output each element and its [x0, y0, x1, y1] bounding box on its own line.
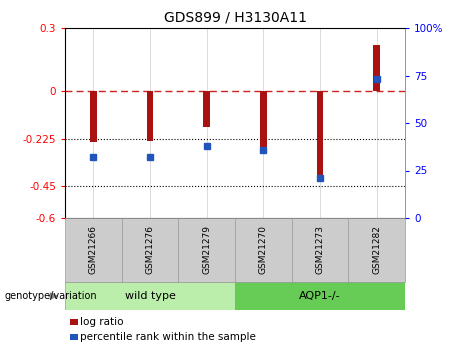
Text: GSM21266: GSM21266 [89, 226, 98, 275]
Text: percentile rank within the sample: percentile rank within the sample [80, 332, 256, 342]
Text: GSM21273: GSM21273 [315, 226, 325, 275]
Text: GSM21276: GSM21276 [146, 226, 154, 275]
Text: wild type: wild type [124, 291, 176, 301]
Text: GSM21282: GSM21282 [372, 226, 381, 274]
Text: GSM21270: GSM21270 [259, 226, 268, 275]
Bar [147, 91, 154, 141]
Bar [90, 91, 97, 142]
Bar [292, 218, 349, 282]
Bar [349, 218, 405, 282]
Bar [373, 45, 380, 91]
Bar [235, 218, 292, 282]
Bar [317, 91, 324, 176]
Bar [178, 218, 235, 282]
Text: GSM21279: GSM21279 [202, 226, 211, 275]
Bar [65, 282, 235, 310]
Bar [65, 218, 122, 282]
Bar [122, 218, 178, 282]
Bar [203, 91, 210, 127]
Title: GDS899 / H3130A11: GDS899 / H3130A11 [164, 10, 307, 24]
Text: AQP1-/-: AQP1-/- [299, 291, 341, 301]
Text: log ratio: log ratio [80, 317, 124, 327]
Bar [235, 282, 405, 310]
Bar [260, 91, 267, 147]
Text: genotype/variation: genotype/variation [5, 291, 97, 301]
